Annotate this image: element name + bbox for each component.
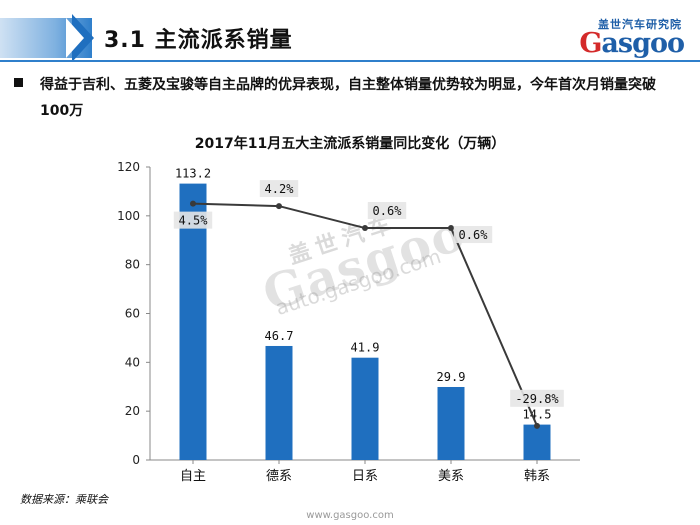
growth-label: 0.6% xyxy=(459,228,489,242)
x-tick-label: 美系 xyxy=(438,469,464,484)
growth-point xyxy=(190,200,196,207)
growth-label: 0.6% xyxy=(373,204,403,218)
x-tick-label: 德系 xyxy=(266,469,292,484)
y-tick-label: 60 xyxy=(125,307,140,321)
bar-value-label: 41.9 xyxy=(351,341,380,355)
growth-label-box xyxy=(453,226,493,244)
data-source: 数据来源：乘联会 xyxy=(20,493,108,506)
y-tick-label: 80 xyxy=(125,258,140,272)
bar xyxy=(437,386,465,460)
growth-label: 4.5% xyxy=(179,214,209,228)
bar-value-label: 113.2 xyxy=(175,167,211,181)
x-tick-label: 韩系 xyxy=(524,469,550,484)
growth-label: -29.8% xyxy=(515,392,559,406)
growth-label-box xyxy=(259,180,299,198)
y-tick-label: 120 xyxy=(117,160,140,174)
growth-label-box xyxy=(367,202,407,220)
footer-url: www.gasgoo.com xyxy=(306,510,394,521)
growth-point xyxy=(448,225,454,232)
growth-point xyxy=(276,203,282,210)
growth-label-box xyxy=(510,389,564,407)
growth-label-box xyxy=(173,211,213,229)
chart-title: 2017年11月五大主流派系销量同比变化（万辆） xyxy=(194,136,506,152)
y-tick-label: 40 xyxy=(125,355,140,369)
x-tick-label: 自主 xyxy=(180,469,206,484)
logo-en-text: Gasgoo xyxy=(579,28,685,59)
x-tick-label: 日系 xyxy=(352,469,378,484)
growth-label: 4.2% xyxy=(265,182,295,196)
bar-value-label: 14.5 xyxy=(523,408,552,422)
y-tick-label: 20 xyxy=(125,404,140,418)
growth-point xyxy=(534,422,540,429)
bullet-text: 得益于吉利、五菱及宝骏等自主品牌的优异表现，自主整体销量优势较为明显，今年首次月… xyxy=(40,77,656,119)
bullet-square-icon xyxy=(14,78,23,87)
bar xyxy=(179,183,207,460)
bar xyxy=(265,345,293,460)
growth-point xyxy=(362,225,368,232)
slide-header: 3.1 主流派系销量 盖世汽车研究院 Gasgoo xyxy=(0,0,700,62)
bar xyxy=(523,424,551,460)
y-tick-label: 100 xyxy=(117,209,140,223)
logo-cn-text: 盖世汽车研究院 xyxy=(598,18,682,31)
gasgoo-logo: 盖世汽车研究院 Gasgoo xyxy=(538,16,688,59)
bar-value-label: 46.7 xyxy=(265,329,294,343)
section-title: 3.1 主流派系销量 xyxy=(104,28,293,53)
logo-en-rest: asgoo xyxy=(601,28,685,59)
header-arrow-inner xyxy=(66,18,84,58)
bar-value-label: 29.9 xyxy=(437,370,466,384)
bar xyxy=(351,357,379,460)
y-tick-label: 0 xyxy=(132,453,140,467)
header-rule xyxy=(0,60,700,62)
logo-en-first: G xyxy=(579,28,602,59)
